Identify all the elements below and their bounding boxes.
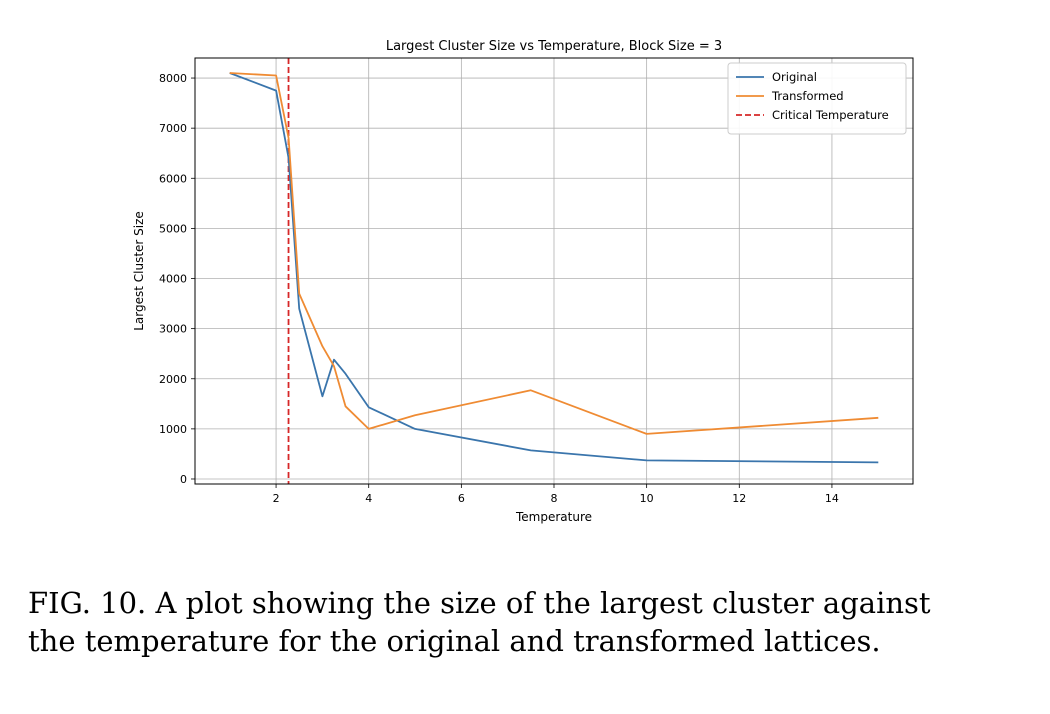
- chart-title: Largest Cluster Size vs Temperature, Blo…: [386, 39, 722, 54]
- series-layer: [229, 72, 879, 464]
- x-tick-label: 8: [551, 492, 558, 505]
- y-tick-label: 0: [180, 473, 187, 486]
- x-tick-label: 12: [732, 492, 746, 505]
- y-tick-label: 6000: [159, 172, 187, 185]
- chart-figure: 2 4 6 8 10 12 14 0 1000 2000 3000 4000 5000 6000 7000…: [132, 39, 914, 524]
- series-line-original: [229, 72, 879, 464]
- y-tick-label: 1000: [159, 423, 187, 436]
- x-tick-label: 6: [458, 492, 465, 505]
- x-tick-label: 10: [640, 492, 654, 505]
- y-tick-label: 8000: [159, 72, 187, 85]
- legend-label: Critical Temperature: [772, 108, 889, 122]
- y-tick-label: 5000: [159, 222, 187, 235]
- x-axis-label: Temperature: [515, 510, 592, 524]
- x-tick-label: 4: [365, 492, 372, 505]
- caption-line-2: the temperature for the original and tra…: [28, 624, 881, 658]
- x-tick-label: 14: [825, 492, 839, 505]
- figure-caption: FIG. 10. A plot showing the size of the …: [28, 584, 1038, 660]
- y-tick-label: 2000: [159, 373, 187, 386]
- y-axis-ticks: 0 1000 2000 3000 4000 5000 6000 7000 8000: [159, 72, 195, 486]
- x-tick-label: 2: [273, 492, 280, 505]
- y-tick-label: 7000: [159, 122, 187, 135]
- series-line-transformed: [229, 72, 879, 435]
- y-axis-label: Largest Cluster Size: [132, 211, 146, 331]
- x-axis-ticks: 2 4 6 8 10 12 14: [273, 484, 839, 505]
- legend-label: Original: [772, 70, 817, 84]
- legend-label: Transformed: [771, 89, 844, 103]
- caption-line-1: FIG. 10. A plot showing the size of the …: [28, 586, 931, 620]
- legend: Original Transformed Critical Temperature: [727, 62, 907, 135]
- y-tick-label: 4000: [159, 273, 187, 286]
- legend-box: [727, 62, 907, 135]
- y-tick-label: 3000: [159, 323, 187, 336]
